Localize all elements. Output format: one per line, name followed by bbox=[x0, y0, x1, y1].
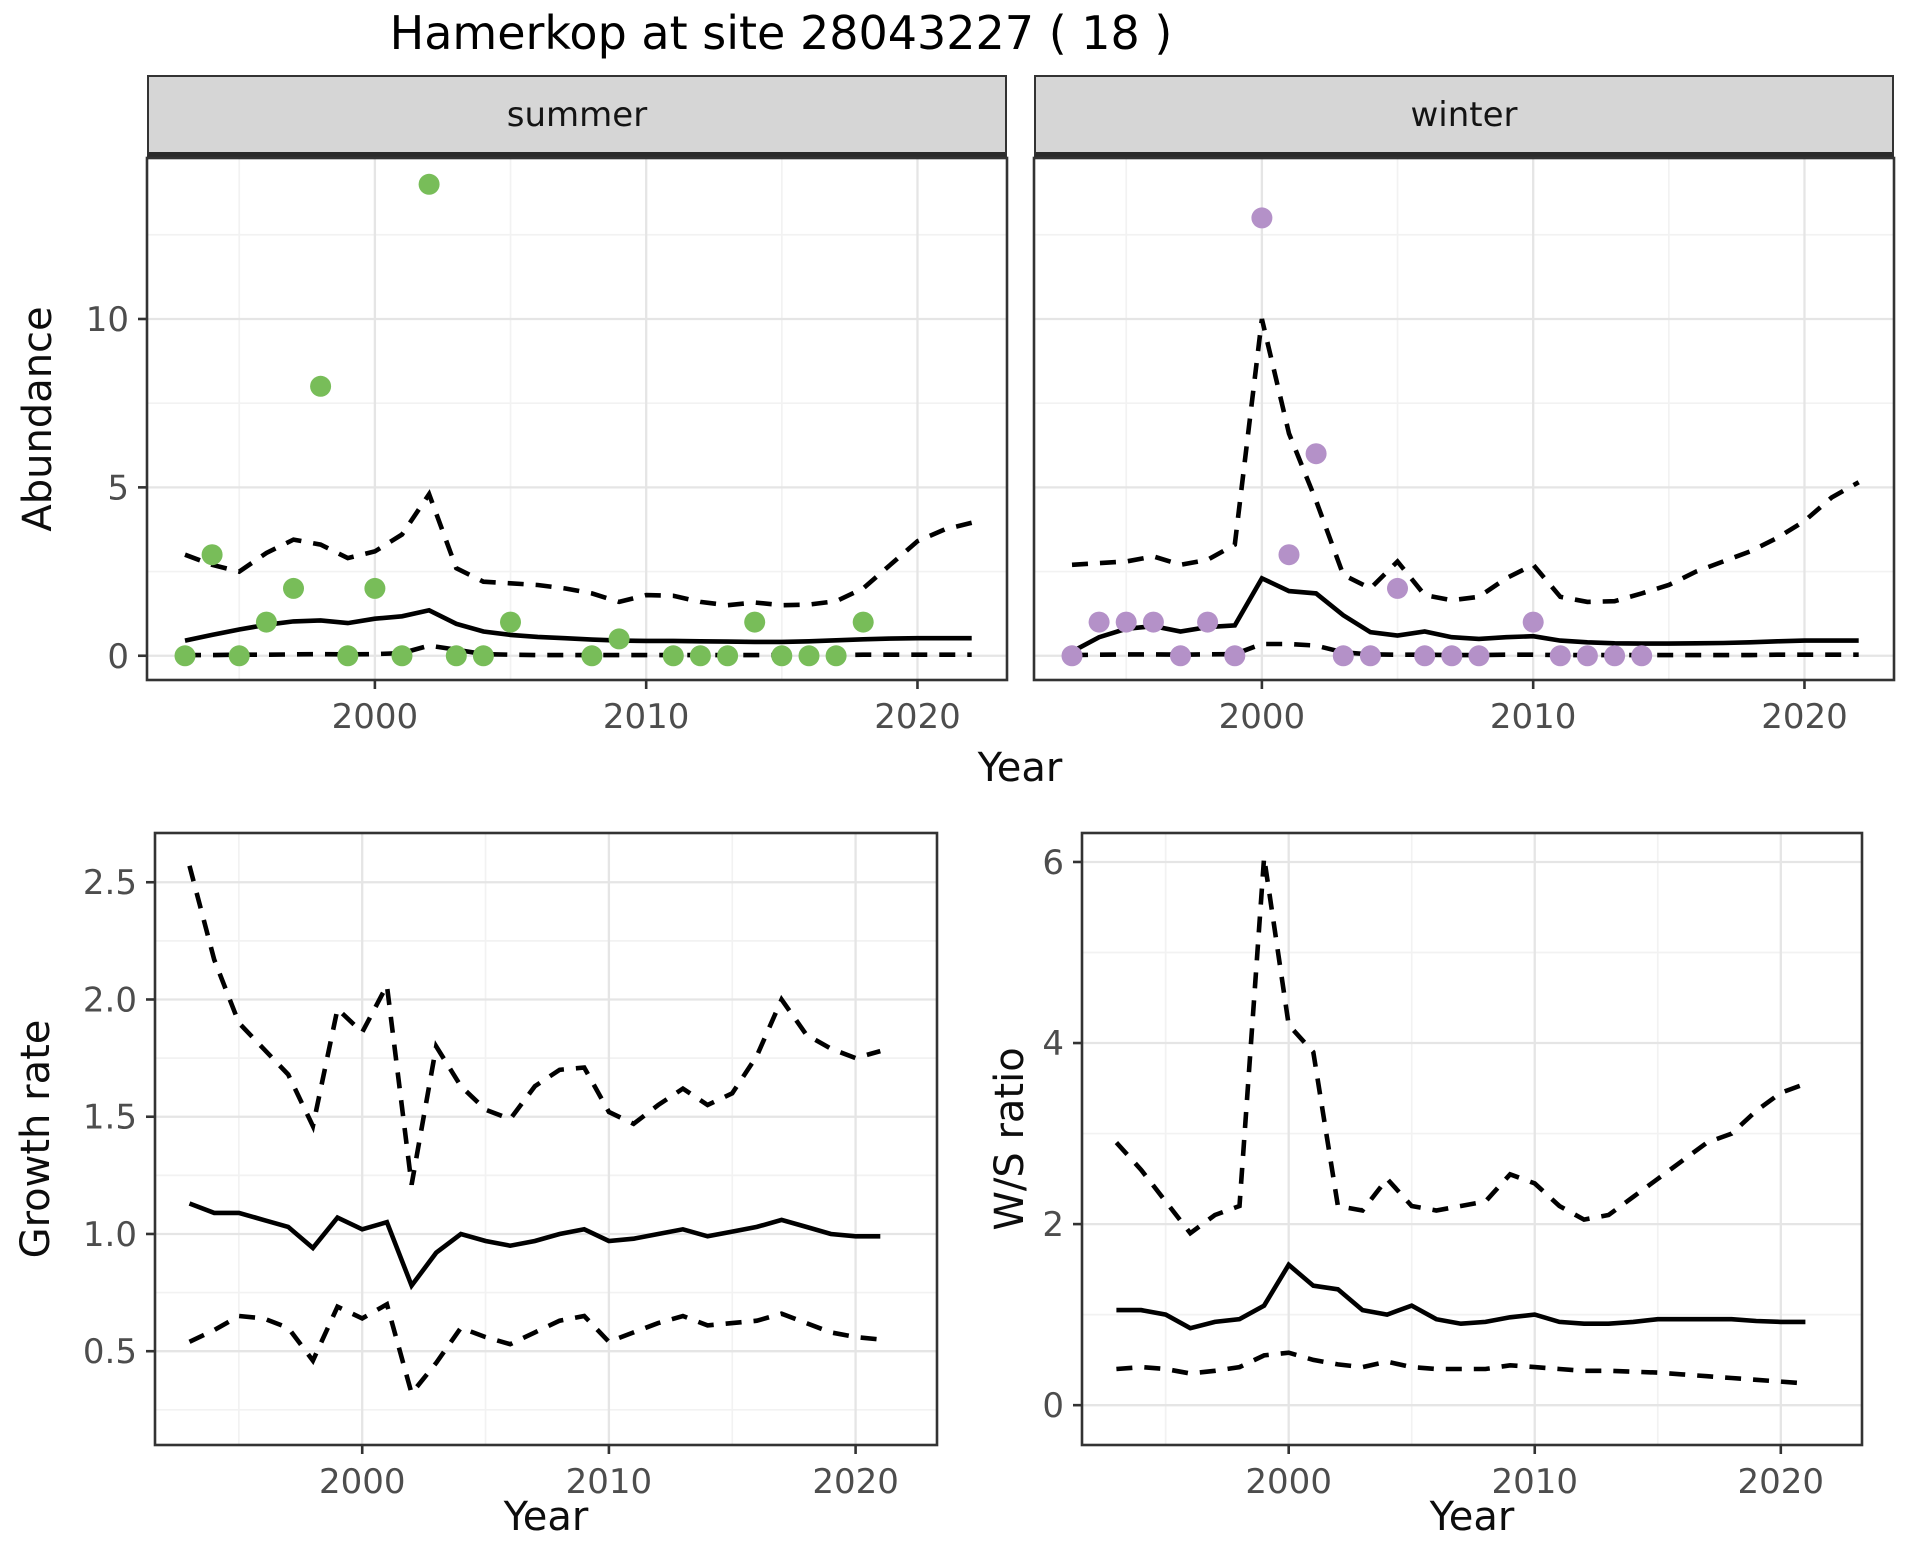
summer-observations-point bbox=[852, 611, 874, 633]
figure-title: Hamerkop at site 28043227 ( 18 ) bbox=[389, 6, 1173, 60]
wsratio-upper-ci-line bbox=[1114, 857, 1807, 1237]
svg-text:6: 6 bbox=[1042, 843, 1064, 883]
winter-observations-point bbox=[1142, 611, 1164, 633]
svg-text:2020: 2020 bbox=[812, 1462, 899, 1502]
summer-observations-point bbox=[689, 645, 711, 667]
winter-observations-point bbox=[1468, 645, 1490, 667]
svg-text:2020: 2020 bbox=[1738, 1462, 1825, 1502]
wsratio-fit-line bbox=[1116, 1261, 1806, 1331]
summer-observations-point bbox=[391, 645, 413, 667]
svg-text:2010: 2010 bbox=[603, 697, 690, 737]
svg-text:5: 5 bbox=[107, 468, 129, 508]
winter-observations-point bbox=[1251, 207, 1273, 229]
summer-observations-point bbox=[662, 645, 684, 667]
abundance-y-axis-title: Abundance bbox=[15, 306, 61, 532]
winter-observations-point bbox=[1387, 577, 1408, 599]
top-x-axis-title: Year bbox=[977, 745, 1063, 791]
svg-text:2010: 2010 bbox=[1491, 1462, 1578, 1502]
svg-text:2010: 2010 bbox=[1490, 697, 1577, 737]
winter-observations-point bbox=[1305, 443, 1327, 465]
winter-observations-point bbox=[1576, 645, 1598, 667]
svg-text:0: 0 bbox=[1042, 1386, 1064, 1426]
svg-text:2.5: 2.5 bbox=[83, 863, 137, 903]
svg-text:2020: 2020 bbox=[874, 697, 961, 737]
facet-strip-winter: winter bbox=[1034, 75, 1894, 158]
winter-observations-point bbox=[1549, 645, 1571, 667]
abundance-fit-line bbox=[184, 607, 972, 645]
winter-observations-point bbox=[1278, 544, 1300, 566]
summer-observations-point bbox=[201, 544, 223, 566]
summer-observations-point bbox=[337, 645, 359, 667]
winter-observations-point bbox=[1224, 645, 1246, 667]
winter-observations-point bbox=[1088, 611, 1110, 633]
svg-text:10: 10 bbox=[86, 300, 129, 340]
winter-observations-point bbox=[1115, 611, 1137, 633]
ws-x-axis-title: Year bbox=[1429, 1494, 1515, 1540]
winter-observations-point bbox=[1332, 645, 1354, 667]
summer-observations-point bbox=[500, 611, 521, 633]
facet-strip-summer-label: summer bbox=[506, 94, 648, 135]
summer-observations-point bbox=[445, 645, 467, 667]
summer-observations-point bbox=[255, 611, 277, 633]
summer-observations-point bbox=[771, 645, 793, 667]
summer-observations-point bbox=[228, 645, 250, 667]
abundance-upper-ci-line bbox=[184, 489, 973, 608]
winter-observations-point bbox=[1197, 611, 1219, 633]
svg-text:0.5: 0.5 bbox=[83, 1332, 137, 1372]
growth-rate-y-axis-title: Growth rate bbox=[13, 1019, 59, 1259]
facet-strip-summer: summer bbox=[147, 75, 1007, 158]
svg-text:4: 4 bbox=[1042, 1024, 1064, 1064]
summer-observations-point bbox=[418, 173, 440, 195]
svg-text:2000: 2000 bbox=[1245, 1462, 1332, 1502]
summer-observations-point bbox=[310, 375, 332, 397]
summer-observations-point bbox=[608, 628, 630, 650]
svg-text:2: 2 bbox=[1042, 1205, 1064, 1245]
winter-observations-point bbox=[1359, 645, 1381, 667]
wsratio-lower-ci-line bbox=[1116, 1350, 1806, 1386]
winter-observations-point bbox=[1061, 645, 1083, 667]
svg-text:2000: 2000 bbox=[332, 697, 419, 737]
summer-observations-point bbox=[717, 645, 739, 667]
winter-observations-point bbox=[1604, 645, 1626, 667]
summer-observations-point bbox=[744, 611, 766, 633]
svg-text:0: 0 bbox=[107, 637, 129, 677]
growthrate-upper-ci-line bbox=[187, 865, 881, 1186]
winter-observations-point bbox=[1522, 611, 1544, 633]
summer-observations-point bbox=[364, 577, 386, 599]
growthrate-fit-line bbox=[188, 1201, 881, 1291]
winter-observations-point bbox=[1414, 645, 1436, 667]
svg-text:2000: 2000 bbox=[1219, 697, 1306, 737]
growthrate-lower-ci-line bbox=[188, 1300, 881, 1399]
abundance-upper-ci-line bbox=[1071, 318, 1860, 605]
summer-observations-point bbox=[472, 645, 494, 667]
winter-observations-point bbox=[1441, 645, 1463, 667]
summer-observations-point bbox=[798, 645, 820, 667]
winter-observations-point bbox=[1170, 645, 1191, 667]
svg-text:2020: 2020 bbox=[1761, 697, 1848, 737]
svg-text:1.0: 1.0 bbox=[83, 1215, 137, 1255]
winter-observations-point bbox=[1631, 645, 1653, 667]
summer-observations-point bbox=[174, 645, 196, 667]
svg-text:1.5: 1.5 bbox=[83, 1098, 137, 1138]
svg-text:2.0: 2.0 bbox=[83, 980, 137, 1020]
facet-strip-winter-label: winter bbox=[1410, 94, 1518, 135]
svg-text:2000: 2000 bbox=[319, 1462, 406, 1502]
summer-observations-point bbox=[283, 577, 304, 599]
svg-text:2010: 2010 bbox=[566, 1462, 653, 1502]
summer-observations-point bbox=[581, 645, 603, 667]
summer-observations-point bbox=[825, 645, 847, 667]
abundance-lower-ci-line bbox=[1071, 641, 1859, 658]
growth-x-axis-title: Year bbox=[503, 1494, 589, 1540]
